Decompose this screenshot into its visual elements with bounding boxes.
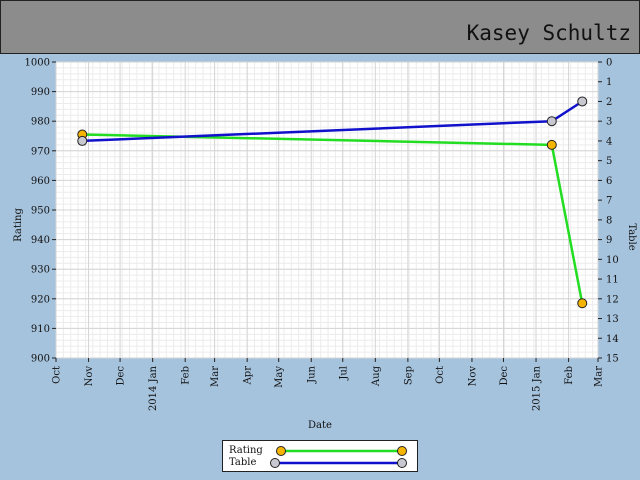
y2-tick-label: 9 <box>606 235 612 246</box>
legend-marker-table <box>397 458 407 468</box>
player-name: Kasey Schultz <box>466 21 631 45</box>
y2-tick-label: 7 <box>606 196 612 207</box>
y-tick-label: 970 <box>31 146 50 157</box>
y2-tick-label: 0 <box>606 58 612 69</box>
header-bar: Kasey Schultz <box>0 0 640 54</box>
x-axis-title: Date <box>308 420 332 431</box>
x-tick-label: 2015 Jan <box>532 365 543 411</box>
legend-label-rating: Rating <box>229 445 263 456</box>
y-tick-label: 930 <box>31 265 50 276</box>
x-tick-label: Feb <box>564 366 575 385</box>
y2-tick-label: 10 <box>606 255 619 266</box>
y-axis-title: Rating <box>13 208 24 242</box>
x-tick-label: Nov <box>84 366 95 387</box>
y-tick-label: 980 <box>31 117 50 128</box>
legend: Rating Table <box>222 440 418 472</box>
y2-tick-label: 13 <box>606 314 619 325</box>
legend-swatches <box>270 446 407 468</box>
x-tick-label: 2014 Jan <box>148 365 159 411</box>
y2-tick-label: 15 <box>606 354 619 365</box>
x-tick-label: Mar <box>210 366 221 387</box>
y2-tick-label: 4 <box>606 136 612 147</box>
y2-axis-title: Table <box>626 223 637 250</box>
y-tick-label: 920 <box>31 294 50 305</box>
y-tick-label: 950 <box>31 206 50 217</box>
y2-tick-label: 12 <box>606 294 619 305</box>
y2-tick-label: 11 <box>606 275 619 286</box>
y2-tick-label: 8 <box>606 215 612 226</box>
series-layer <box>77 96 588 309</box>
x-tick-label: Aug <box>371 365 382 387</box>
data-point-table <box>77 135 88 146</box>
y-tick-label: 910 <box>31 324 50 335</box>
x-tick-label: May <box>274 366 285 388</box>
x-tick-label: Feb <box>181 366 192 385</box>
legend-marker-table <box>270 458 280 468</box>
x-tick-label: Jul <box>338 366 349 381</box>
legend-label-table: Table <box>229 457 257 468</box>
x-tick-label: Jun <box>307 365 318 383</box>
y2-tick-label: 6 <box>606 176 612 187</box>
y-tick-label: 960 <box>31 176 50 187</box>
y2-tick-label: 2 <box>606 97 612 108</box>
x-tick-label: Oct <box>52 366 63 384</box>
x-tick-label: Mar <box>594 366 605 387</box>
data-point-table <box>577 96 588 107</box>
legend-marker-rating <box>276 446 286 456</box>
x-tick-label: Apr <box>243 366 254 386</box>
y-tick-label: 990 <box>31 87 50 98</box>
x-tick-label: Dec <box>499 366 510 386</box>
data-point-rating <box>546 139 557 150</box>
y-tick-label: 1000 <box>25 58 50 69</box>
x-tick-label: Sep <box>403 366 414 385</box>
legend-marker-rating <box>397 446 407 456</box>
y2-tick-label: 14 <box>606 334 619 345</box>
y2-tick-label: 1 <box>606 77 612 88</box>
y-tick-label: 940 <box>31 235 50 246</box>
data-point-rating <box>577 298 588 309</box>
x-tick-label: Oct <box>435 366 446 384</box>
data-point-table <box>546 116 557 127</box>
y2-tick-label: 5 <box>606 156 612 167</box>
x-tick-label: Dec <box>116 366 127 386</box>
y-tick-label: 900 <box>31 354 50 365</box>
y2-tick-label: 3 <box>606 117 612 128</box>
x-tick-label: Nov <box>467 366 478 387</box>
